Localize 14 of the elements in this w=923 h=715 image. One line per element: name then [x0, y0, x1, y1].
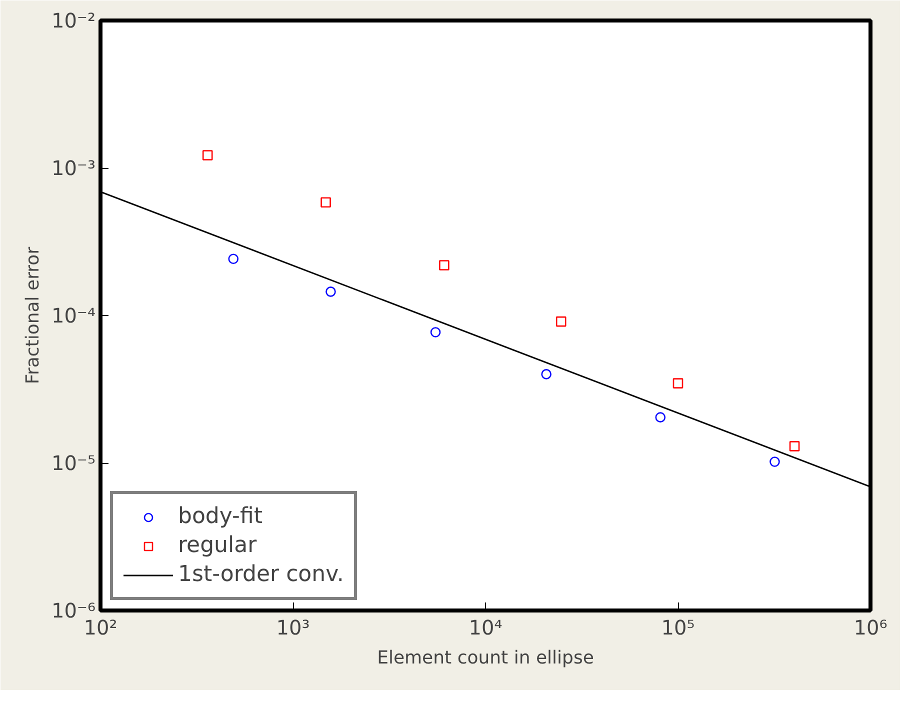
- y-tick-label: 10⁻³: [51, 156, 96, 180]
- x-tick-label: 10⁵: [661, 616, 695, 640]
- y-tick-label: 10⁻⁴: [51, 304, 96, 328]
- legend-label: regular: [178, 533, 257, 558]
- x-tick-label: 10²: [84, 616, 118, 640]
- x-tick-label: 10⁴: [468, 616, 502, 640]
- y-tick-label: 10⁻²: [51, 8, 96, 32]
- x-tick-label: 10³: [276, 616, 310, 640]
- y-tick-label: 10⁻⁵: [51, 451, 96, 475]
- y-axis-title: Fractional error: [22, 246, 44, 384]
- x-tick-label: 10⁶: [854, 616, 888, 640]
- legend-label: body-fit: [178, 504, 262, 529]
- x-axis-title: Element count in ellipse: [377, 648, 594, 668]
- legend-label: 1st-order conv.: [178, 562, 344, 587]
